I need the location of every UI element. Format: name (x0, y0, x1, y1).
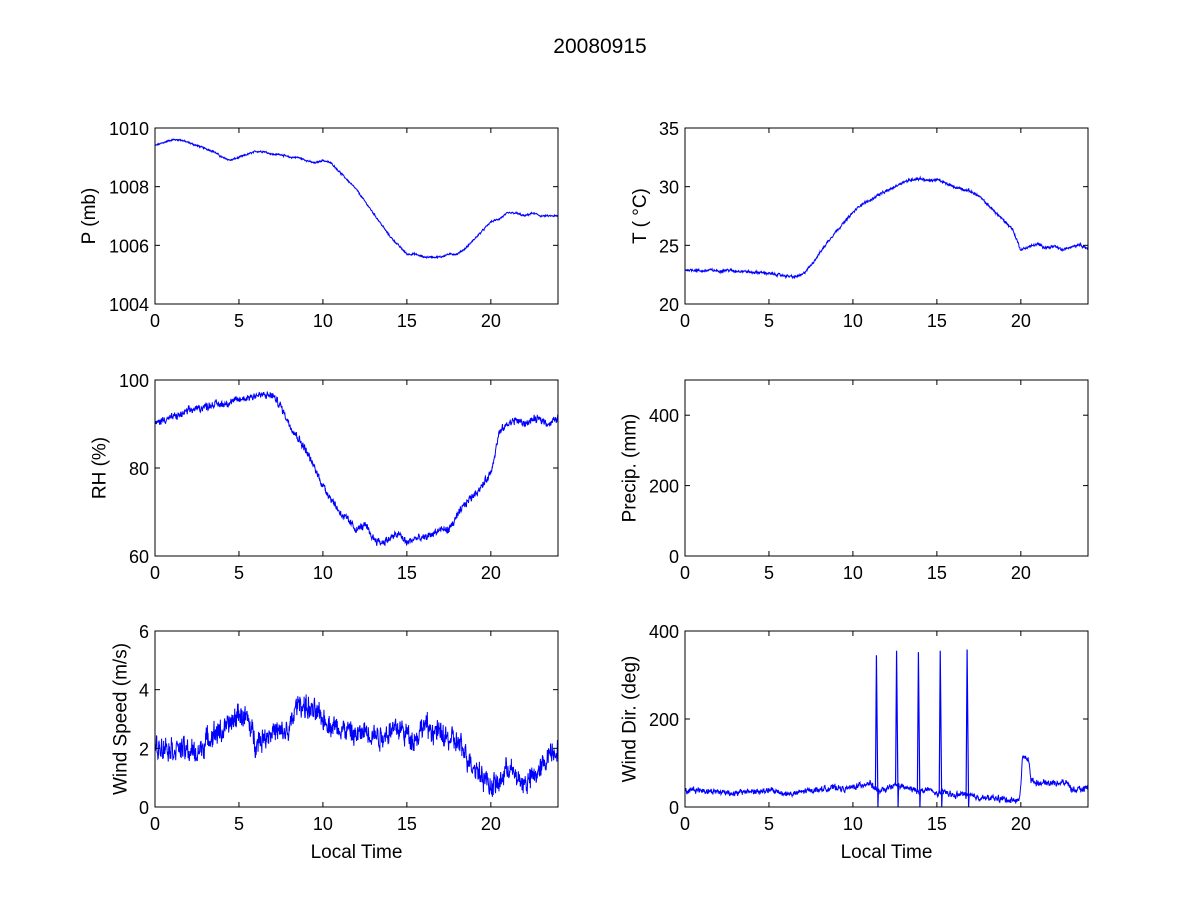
pressure-series-group (155, 138, 558, 260)
pressure-ytick-label-1: 1006 (109, 236, 149, 256)
pressure-ytick-label-0: 1004 (109, 295, 149, 315)
pressure-axes-box (154, 127, 559, 305)
humidity-series-group (155, 391, 558, 547)
pressure-ytick-label-2: 1008 (109, 178, 149, 198)
temperature-xtick-label-4: 20 (1011, 311, 1031, 331)
humidity-xtick-label-2: 10 (313, 563, 333, 583)
wind-speed-xlabel: Local Time (311, 842, 403, 863)
subplot-humidity: 0 5 10 15 20 60 80 100 RH (%) (90, 371, 559, 583)
pressure-ylabel: P (mb) (79, 188, 100, 245)
wind-direction-spike-1 (894, 650, 900, 807)
precipitation-xtick-label-0: 0 (680, 563, 690, 583)
wind-direction-series-group (685, 649, 1088, 807)
wind-speed-ytick-label-2: 4 (139, 681, 149, 701)
subplot-wind-speed: 0 5 10 15 20 0 2 4 6 Wind Speed (m/s) Local Time (111, 622, 559, 863)
wind-direction-ytick-label-1: 200 (649, 710, 679, 730)
precipitation-xtick-label-4: 20 (1011, 563, 1031, 583)
wind-direction-xtick-label-3: 15 (927, 814, 947, 834)
temperature-xtick-label-0: 0 (680, 311, 690, 331)
temperature-series-line-0 (685, 175, 1088, 280)
temperature-series-group (685, 175, 1088, 280)
precipitation-xtick-label-3: 15 (927, 563, 947, 583)
pressure-ytick-label-3: 1010 (109, 119, 149, 139)
precipitation-ylabel: Precip. (mm) (620, 414, 641, 523)
wind-speed-series-group (155, 694, 558, 797)
temperature-ytick-label-1: 25 (659, 236, 679, 256)
wind-direction-spike-3 (938, 650, 943, 807)
wind-speed-ytick-label-0: 0 (139, 798, 149, 818)
pressure-xtick-label-1: 5 (234, 311, 244, 331)
humidity-ylabel: RH (%) (90, 437, 111, 499)
precipitation-ytick-label-2: 400 (649, 406, 679, 426)
pressure-xtick-label-3: 15 (397, 311, 417, 331)
wind-direction-ytick-label-2: 400 (649, 622, 679, 642)
wind-direction-xtick-label-4: 20 (1011, 814, 1031, 834)
temperature-axes-box (684, 127, 1089, 305)
wind-direction-xtick-label-0: 0 (680, 814, 690, 834)
wind-direction-xtick-label-1: 5 (764, 814, 774, 834)
wind-speed-xtick-label-3: 15 (397, 814, 417, 834)
wind-direction-spike-2 (916, 652, 922, 807)
subplot-pressure: 0 5 10 15 20 1004 1006 1008 1010 P (mb) (79, 119, 559, 331)
temperature-ytick-label-3: 35 (659, 119, 679, 139)
humidity-ytick-label-2: 100 (119, 371, 149, 391)
humidity-xtick-label-4: 20 (481, 563, 501, 583)
wind-speed-ylabel: Wind Speed (m/s) (111, 643, 132, 795)
wind-direction-ylabel: Wind Dir. (deg) (620, 656, 641, 783)
wind-speed-xtick-label-0: 0 (150, 814, 160, 834)
precipitation-xtick-label-1: 5 (764, 563, 774, 583)
figure-title: 20080915 (553, 35, 646, 58)
pressure-series-line-0 (155, 138, 558, 260)
pressure-xtick-label-2: 10 (313, 311, 333, 331)
temperature-ytick-label-2: 30 (659, 178, 679, 198)
wind-direction-series-line-0 (685, 755, 1088, 804)
wind-speed-xtick-label-1: 5 (234, 814, 244, 834)
humidity-ytick-label-1: 80 (129, 459, 149, 479)
wind-direction-spike-4 (965, 649, 970, 807)
pressure-xtick-label-4: 20 (481, 311, 501, 331)
wind-speed-xtick-label-2: 10 (313, 814, 333, 834)
precipitation-ytick-label-0: 0 (669, 547, 679, 567)
wind-direction-xtick-label-2: 10 (843, 814, 863, 834)
temperature-ylabel: T ( °C) (630, 188, 651, 244)
wind-speed-ytick-label-1: 2 (139, 739, 149, 759)
humidity-xtick-label-0: 0 (150, 563, 160, 583)
wind-speed-series-line-0 (155, 694, 558, 797)
wind-speed-ytick-label-3: 6 (139, 622, 149, 642)
precipitation-axes-box (684, 379, 1089, 557)
humidity-ytick-label-0: 60 (129, 547, 149, 567)
wind-direction-spike-0 (874, 655, 880, 807)
temperature-ytick-label-0: 20 (659, 295, 679, 315)
humidity-xtick-label-3: 15 (397, 563, 417, 583)
temperature-xtick-label-3: 15 (927, 311, 947, 331)
wind-direction-xlabel: Local Time (841, 842, 933, 863)
humidity-xtick-label-1: 5 (234, 563, 244, 583)
humidity-series-line-0 (155, 391, 558, 547)
precipitation-xtick-label-2: 10 (843, 563, 863, 583)
wind-direction-ytick-label-0: 0 (669, 798, 679, 818)
temperature-xtick-label-2: 10 (843, 311, 863, 331)
subplot-temperature: 0 5 10 15 20 20 25 30 35 T ( °C) (630, 119, 1089, 331)
pressure-xtick-label-0: 0 (150, 311, 160, 331)
temperature-xtick-label-1: 5 (764, 311, 774, 331)
precipitation-ytick-label-1: 200 (649, 477, 679, 497)
wind-speed-axes-box (154, 630, 559, 808)
wind-speed-xtick-label-4: 20 (481, 814, 501, 834)
